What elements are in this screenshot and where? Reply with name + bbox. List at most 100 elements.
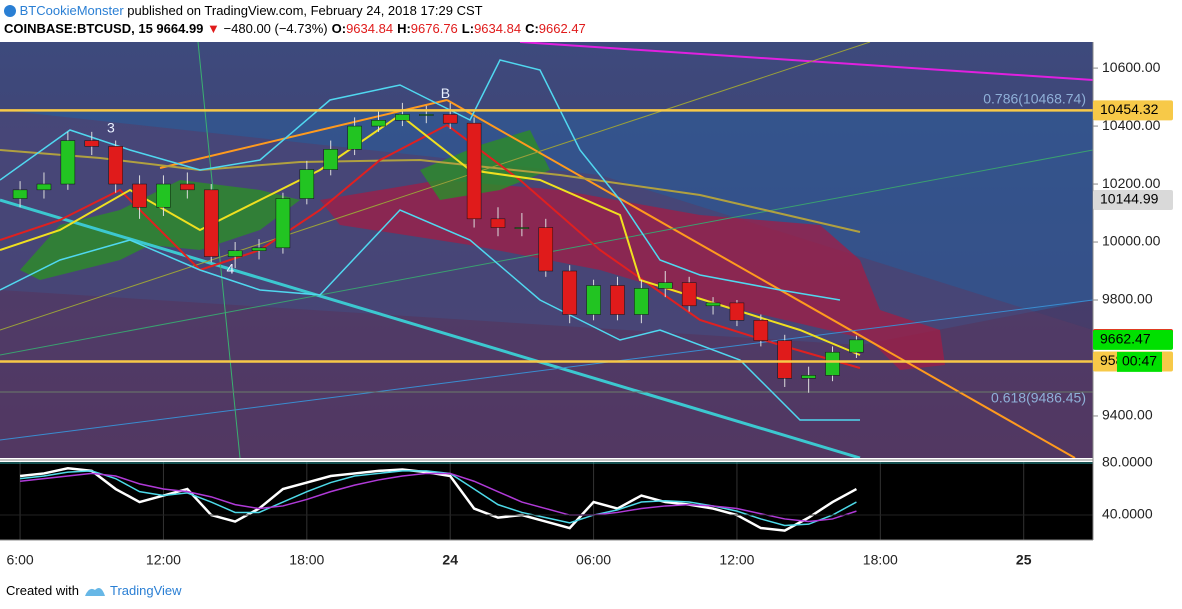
candle-body	[299, 169, 315, 199]
candle-body	[203, 189, 219, 257]
candle-body	[419, 114, 434, 116]
candle-body	[84, 140, 100, 147]
annotation: B	[441, 85, 450, 101]
published: published on TradingView.com, February 2…	[127, 3, 483, 18]
candle-body	[849, 339, 864, 353]
arrow: ▼	[207, 21, 220, 36]
candle-body	[634, 288, 649, 315]
candle-body	[371, 120, 386, 127]
trendline	[0, 198, 861, 458]
y-tick-label: 10000.00	[1102, 233, 1161, 249]
candle-body	[395, 114, 410, 121]
y-tick-label: 40.0000	[1102, 506, 1153, 522]
ohlc-label: C:	[525, 21, 539, 36]
ohlc-value: 9676.76	[410, 21, 458, 36]
candle-body	[36, 183, 52, 191]
ohlc-label: H:	[397, 21, 411, 36]
candle-body	[825, 351, 840, 376]
candle-body	[753, 320, 769, 341]
candle-body	[562, 270, 577, 315]
price-pane: 3 4 B 0.786(10468.74) 0.618(9486.45)	[0, 42, 1093, 458]
bollinger-upper	[0, 59, 841, 301]
avatar	[4, 5, 16, 17]
indicator-line	[19, 472, 857, 523]
candle-body	[60, 140, 76, 185]
y-tick-label: 10600.00	[1102, 59, 1161, 75]
price-tag-label: 10144.99	[1100, 191, 1159, 207]
price-tag-label: 10454.32	[1100, 101, 1159, 117]
price-tag	[1093, 189, 1173, 210]
x-tick-label: 25	[1016, 552, 1032, 568]
price-tag-label: 9662.47	[1100, 331, 1151, 347]
x-tick-label: 18:00	[863, 552, 898, 568]
candle-body	[801, 375, 816, 379]
brand[interactable]: TradingView	[110, 583, 182, 598]
candle-body	[705, 302, 721, 307]
cloud-red	[320, 180, 945, 370]
candle-body	[275, 198, 291, 249]
indicator-pane	[0, 462, 1093, 540]
trendline	[446, 99, 1076, 458]
ohlc-value: 9662.47	[538, 21, 586, 36]
change: −480.00 (−4.73%)	[223, 21, 328, 36]
candle-body	[777, 340, 792, 379]
ohlc-label: L:	[461, 21, 475, 36]
annotation: 3	[107, 120, 115, 136]
x-tick-label: 06:00	[576, 552, 611, 568]
moving-average	[0, 123, 861, 369]
x-tick-label: 6:00	[6, 552, 33, 568]
candle-body	[610, 285, 625, 315]
y-tick-label: 9800.00	[1102, 291, 1153, 307]
price-tag	[1093, 329, 1173, 350]
candle-body	[586, 285, 601, 315]
y-tick-label: 10200.00	[1102, 175, 1161, 191]
y-tick-label: 80.0000	[1102, 454, 1153, 470]
bollinger-lower	[0, 209, 860, 421]
footer: Created with TradingView	[6, 583, 182, 598]
logo	[84, 588, 105, 596]
candle-body	[156, 183, 171, 208]
candle-body	[347, 125, 362, 150]
last: 9664.99	[156, 21, 204, 36]
candle-body	[12, 189, 28, 199]
trendline	[519, 42, 1093, 81]
countdown: 00:47	[1122, 353, 1157, 369]
candle-body	[323, 149, 338, 170]
header-line: BTCookieMonster published on TradingView…	[4, 3, 483, 18]
candle-body	[490, 218, 506, 228]
symbol: COINBASE:BTCUSD, 15	[4, 21, 153, 36]
fib-label: 0.618(9486.45)	[991, 389, 1086, 405]
fib-label: 0.786(10468.74)	[983, 91, 1086, 107]
price-axis	[1093, 42, 1182, 540]
candle-body	[681, 282, 697, 307]
header: BTCookieMonster published on TradingView…	[0, 0, 1182, 42]
candle-body	[227, 250, 243, 257]
ohlc-value: 9634.84	[474, 21, 522, 36]
candle-body	[251, 247, 267, 251]
countdown-tag	[1117, 351, 1162, 372]
y-tick-label: 9400.00	[1102, 407, 1153, 423]
created-with: Created with	[6, 583, 79, 598]
trendline	[0, 42, 871, 331]
price-tag	[1093, 100, 1173, 121]
quote-line: COINBASE:BTCUSD, 15 9664.99 ▼ −480.00 (−…	[4, 21, 586, 36]
ohlc: O:9634.84 H:9676.76 L:9634.84 C:9662.47	[328, 21, 586, 36]
annotation: 4	[226, 260, 234, 276]
candle-body	[132, 183, 147, 208]
candle-body	[466, 122, 482, 220]
y-tick-label: 10400.00	[1102, 117, 1161, 133]
ohlc-label: O:	[331, 21, 347, 36]
candle-body	[180, 183, 195, 191]
x-tick-label: 12:00	[146, 552, 181, 568]
ohlc-value: 9634.84	[346, 21, 394, 36]
candle-body	[658, 282, 673, 289]
candle-body	[538, 227, 554, 272]
cloud-green	[420, 130, 550, 200]
candle-body	[108, 146, 123, 185]
author[interactable]: BTCookieMonster	[19, 3, 124, 18]
candle-body	[729, 302, 745, 321]
trendline	[0, 299, 1093, 441]
x-tick-label: 18:00	[289, 552, 324, 568]
